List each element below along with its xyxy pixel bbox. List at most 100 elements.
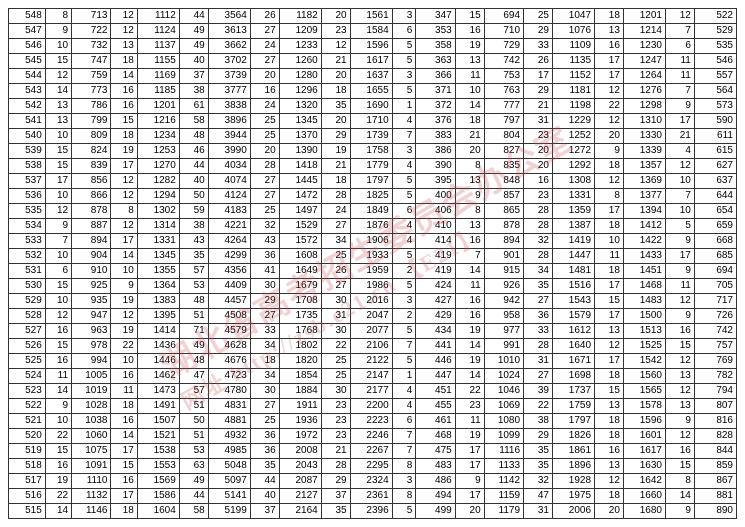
cell: 9	[455, 189, 484, 204]
cell: 414	[416, 234, 455, 249]
cell: 30	[321, 384, 350, 399]
cell: 529	[9, 294, 46, 309]
cell: 1933	[350, 249, 392, 264]
cell: 546	[694, 54, 736, 69]
cell: 1394	[623, 204, 665, 219]
cell: 16	[111, 474, 137, 489]
cell: 4074	[208, 174, 250, 189]
cell: 18	[595, 414, 624, 429]
cell: 1345	[137, 249, 179, 264]
cell: 22	[111, 339, 137, 354]
cell: 1272	[552, 144, 594, 159]
cell: 23	[321, 414, 350, 429]
cell: 515	[9, 504, 46, 519]
cell: 1124	[137, 24, 179, 39]
cell: 57	[179, 264, 208, 279]
cell: 4881	[208, 414, 250, 429]
cell: 10	[455, 84, 484, 99]
cell: 1572	[279, 234, 321, 249]
cell: 9	[111, 279, 137, 294]
cell: 10	[45, 249, 71, 264]
cell: 410	[416, 219, 455, 234]
cell: 17	[595, 69, 624, 84]
cell: 8	[665, 474, 694, 489]
table-row: 5381583917127044403428141821177943908835…	[9, 159, 737, 174]
cell: 2164	[279, 504, 321, 519]
cell: 23	[524, 129, 553, 144]
cell: 4	[392, 234, 416, 249]
cell: 347	[416, 9, 455, 24]
cell: 520	[9, 429, 46, 444]
cell: 809	[72, 129, 111, 144]
cell: 7	[665, 189, 694, 204]
cell: 530	[9, 279, 46, 294]
cell: 536	[9, 189, 46, 204]
cell: 19	[455, 39, 484, 54]
cell: 16	[455, 24, 484, 39]
cell: 525	[9, 354, 46, 369]
cell: 28	[524, 204, 553, 219]
cell: 1110	[72, 474, 111, 489]
cell: 51	[179, 429, 208, 444]
table-row: 5251699410144648467618182025212254461910…	[9, 354, 737, 369]
cell: 31	[321, 309, 350, 324]
cell: 545	[9, 54, 46, 69]
cell: 27	[250, 189, 279, 204]
cell: 5048	[208, 459, 250, 474]
cell: 542	[9, 99, 46, 114]
cell: 3	[392, 474, 416, 489]
cell: 1339	[623, 144, 665, 159]
cell: 522	[694, 9, 736, 24]
cell: 446	[416, 354, 455, 369]
cell: 13	[111, 39, 137, 54]
cell: 49	[179, 474, 208, 489]
cell: 17	[595, 204, 624, 219]
cell: 20	[250, 144, 279, 159]
cell: 18	[595, 219, 624, 234]
cell: 366	[416, 69, 455, 84]
cell: 5	[665, 219, 694, 234]
cell: 16	[111, 369, 137, 384]
cell: 395	[416, 174, 455, 189]
cell: 19	[111, 144, 137, 159]
cell: 20	[524, 159, 553, 174]
cell: 4264	[208, 234, 250, 249]
cell: 17	[111, 159, 137, 174]
cell: 1133	[484, 459, 523, 474]
cell: 19	[455, 324, 484, 339]
cell: 18	[595, 9, 624, 24]
cell: 1826	[552, 429, 594, 444]
cell: 4457	[208, 294, 250, 309]
cell: 1	[392, 369, 416, 384]
cell: 685	[694, 249, 736, 264]
cell: 35	[321, 504, 350, 519]
cell: 1383	[137, 294, 179, 309]
cell: 1216	[137, 114, 179, 129]
cell: 1936	[279, 414, 321, 429]
cell: 4985	[208, 444, 250, 459]
cell: 40	[250, 489, 279, 504]
cell: 1330	[623, 129, 665, 144]
cell: 1369	[623, 174, 665, 189]
cell: 5	[392, 324, 416, 339]
cell: 16	[250, 84, 279, 99]
cell: 27	[321, 279, 350, 294]
cell: 10	[45, 414, 71, 429]
cell: 865	[484, 204, 523, 219]
cell: 53	[179, 444, 208, 459]
cell: 1132	[72, 489, 111, 504]
cell: 1516	[552, 279, 594, 294]
cell: 1099	[484, 429, 523, 444]
cell: 1233	[279, 39, 321, 54]
cell: 13	[45, 114, 71, 129]
cell: 475	[416, 444, 455, 459]
cell: 19	[111, 324, 137, 339]
cell: 16	[45, 324, 71, 339]
cell: 22	[45, 429, 71, 444]
cell: 44	[250, 474, 279, 489]
cell: 16	[665, 324, 694, 339]
cell: 732	[72, 39, 111, 54]
cell: 26	[321, 264, 350, 279]
cell: 34	[524, 264, 553, 279]
table-row: 5321090414134535429936160825193354197901…	[9, 249, 737, 264]
